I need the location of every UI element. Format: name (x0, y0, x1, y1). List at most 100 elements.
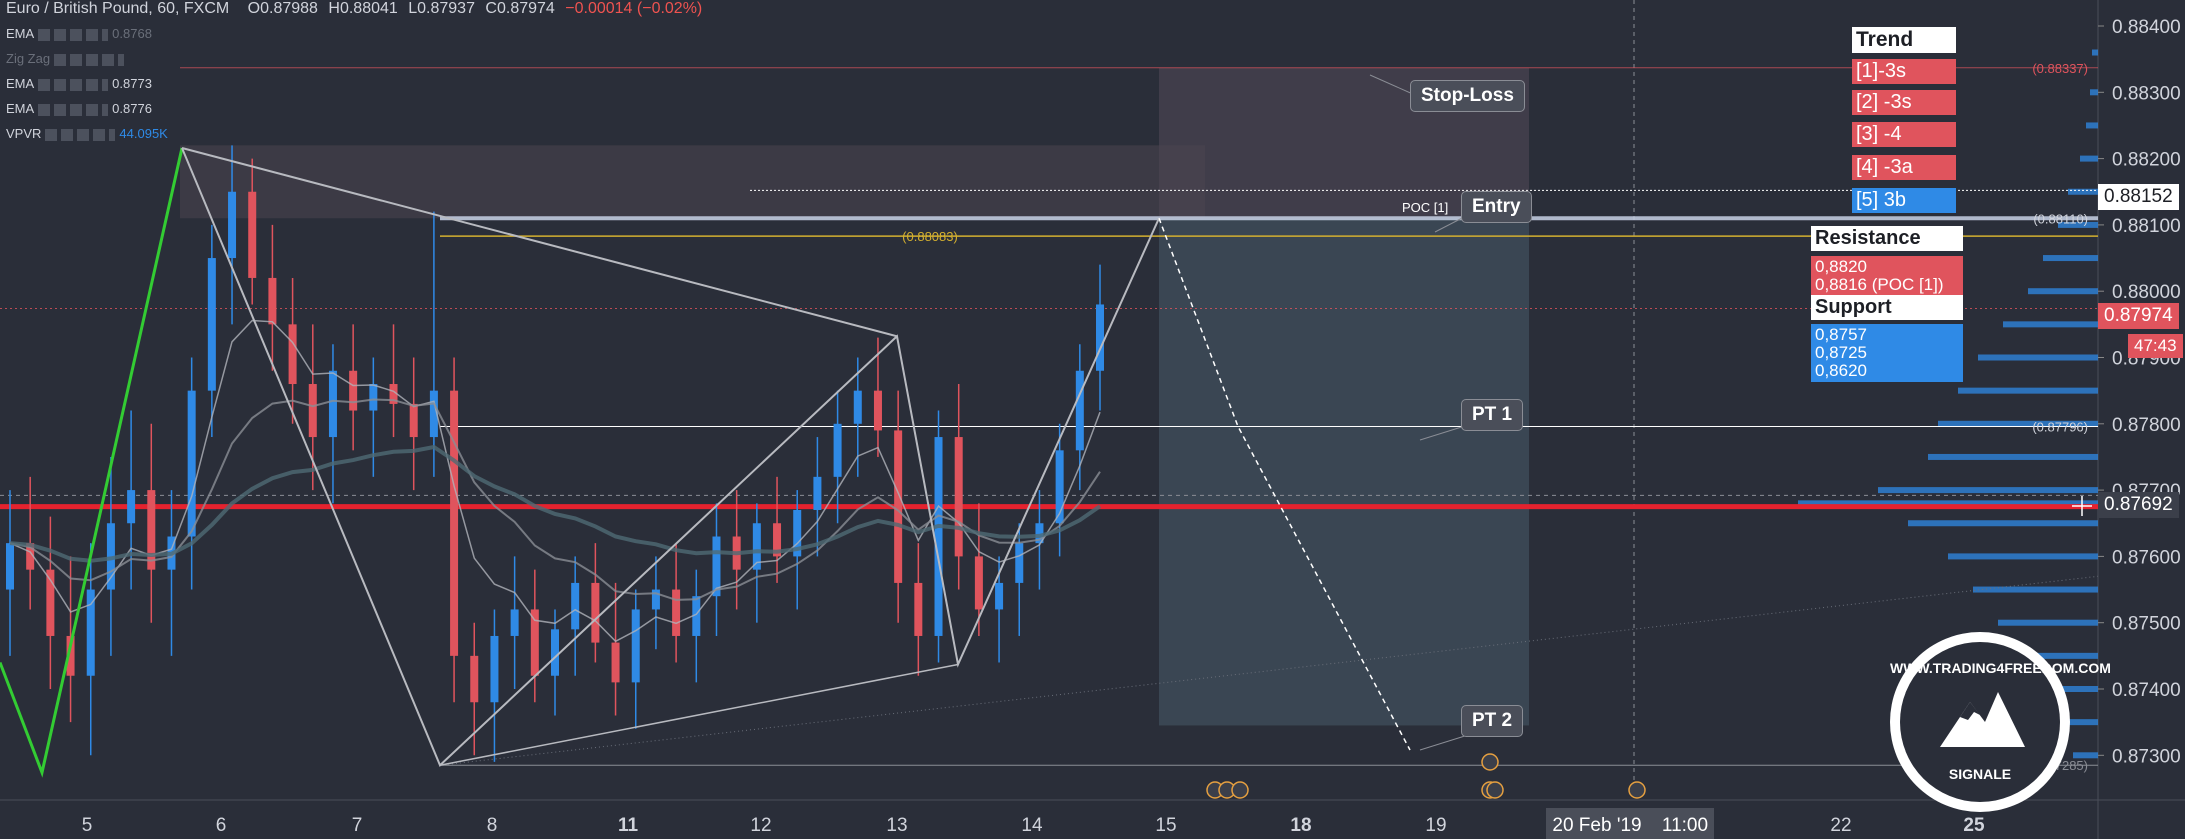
logo-text-top: WWW.TRADING4FREEDOM.COM (1890, 660, 2111, 676)
indicator-buttons[interactable] (54, 53, 125, 66)
indicator-name: EMA (6, 76, 35, 91)
candle-body (147, 490, 156, 570)
candle-body (248, 191, 257, 278)
candle-body (894, 430, 903, 583)
price-tick-label: 0.87600 (2112, 547, 2181, 568)
indicator-value: 0.8776 (112, 101, 152, 116)
volume-profile-bar (1878, 487, 2098, 494)
volume-profile-bar (1978, 354, 2098, 361)
candle-body (6, 543, 14, 590)
candle-body (86, 589, 95, 676)
candle-body (530, 609, 539, 676)
current-price-tag: 0.87974 (2098, 303, 2179, 329)
pt2-leader (1419, 734, 1469, 751)
volume-profile-bar (2028, 288, 2098, 295)
indicator-ema-2[interactable]: EMA 0.8773 (6, 76, 152, 91)
candle-body (369, 384, 378, 411)
indicator-buttons[interactable] (38, 78, 109, 91)
candle-body (450, 390, 459, 656)
candle-body (429, 390, 438, 438)
indicator-ema-3[interactable]: EMA 0.8776 (6, 101, 152, 116)
stop-loss-callout[interactable]: Stop-Loss (1410, 80, 1525, 112)
volume-profile-bar (1973, 586, 2098, 593)
trend-title: Trend (1852, 27, 1956, 53)
indicator-value: 0.8768 (112, 26, 152, 41)
indicator-buttons[interactable] (38, 28, 109, 41)
resistance-title: Resistance (1811, 226, 1963, 251)
price-tick-label: 0.88000 (2112, 282, 2181, 303)
time-tick-label: 15 (1155, 815, 1176, 836)
candle-body (833, 423, 842, 477)
crosshair-price-tag: 0.87692 (2098, 492, 2179, 518)
support-value: 0,8757 (1815, 325, 1867, 344)
trend-item: [1]-3s (1852, 59, 1956, 84)
entry-price-tag: 0.88152 (2098, 184, 2179, 210)
time-tick-label: 25 (1963, 815, 1985, 836)
candle-body (571, 582, 580, 630)
ema-fast-line (9, 319, 1101, 643)
candle-body (773, 523, 782, 557)
harmonic-pattern-line (181, 147, 1160, 767)
indicator-ema-1[interactable]: EMA 0.8768 (6, 26, 152, 41)
trend-item: [5] 3b (1852, 188, 1956, 213)
candle-body (349, 370, 358, 411)
candle-body (672, 589, 681, 636)
candle-body (26, 543, 35, 570)
time-tick-label: 12 (750, 815, 771, 836)
indicator-vpvr[interactable]: VPVR 44.095K (6, 126, 168, 141)
candle-body (490, 635, 499, 703)
candle-body (1035, 523, 1044, 544)
time-tick-label: 6 (216, 815, 227, 836)
candle-body (1015, 543, 1024, 583)
volume-profile-bar (2038, 686, 2098, 692)
logo-text-bottom: SIGNALE (1948, 766, 2012, 782)
candle-body (793, 509, 802, 557)
candle-body (914, 582, 923, 636)
candle-body (813, 476, 822, 510)
stop-loss-leader (1369, 74, 1416, 96)
time-tick-label: 8 (487, 815, 498, 836)
candle-body (651, 589, 660, 610)
time-tick-label: 5 (82, 815, 93, 836)
candle-body (974, 556, 983, 610)
volume-profile-bar (2058, 221, 2098, 228)
symbol-title[interactable]: Euro / British Pound, 60, FXCM (6, 0, 230, 17)
pt2-callout[interactable]: PT 2 (1461, 705, 1524, 737)
indicator-buttons[interactable] (45, 128, 116, 141)
price-tick-label: 0.87400 (2112, 680, 2181, 701)
candle-body (995, 582, 1004, 610)
ohlc-high: H0.88041 (328, 0, 398, 17)
price-tick-label: 0.88100 (2112, 216, 2181, 237)
indicator-buttons[interactable] (38, 103, 109, 116)
poc-label: POC [1] (1402, 200, 1449, 215)
entry-callout[interactable]: Entry (1461, 191, 1532, 223)
crosshair-cursor-icon (2072, 496, 2092, 516)
time-crosshair-label: 11:00 (1662, 815, 1708, 836)
volume-profile-bar (2090, 89, 2098, 96)
yellow-level-label: (0.88083) (902, 229, 958, 244)
candle-body (853, 390, 862, 424)
candle-body (551, 629, 559, 676)
entry-level-label: (0.88110) (2033, 211, 2088, 226)
candle-body (692, 596, 701, 636)
candle-body (46, 569, 55, 636)
indicator-zigzag[interactable]: Zig Zag (6, 51, 128, 66)
time-crosshair-bg (1546, 808, 1714, 839)
candle-body (308, 384, 317, 438)
volume-profile-bar (2003, 321, 2098, 328)
trend-item: [4] -3a (1852, 155, 1956, 180)
volume-profile-bar (2092, 49, 2098, 56)
candle-body (268, 277, 277, 325)
pt1-callout[interactable]: PT 1 (1461, 399, 1524, 431)
time-tick-label: 22 (1830, 815, 1851, 836)
time-tick-label: 18 (1290, 815, 1311, 836)
ohlc-close: C0.87974 (485, 0, 555, 17)
volume-profile-bar (2080, 155, 2098, 162)
volume-profile-bar (1958, 387, 2098, 394)
candle-body (611, 642, 620, 683)
volume-profile-bar (1998, 619, 2098, 626)
volume-profile-bar (1938, 420, 2098, 427)
candle-body (328, 370, 337, 438)
